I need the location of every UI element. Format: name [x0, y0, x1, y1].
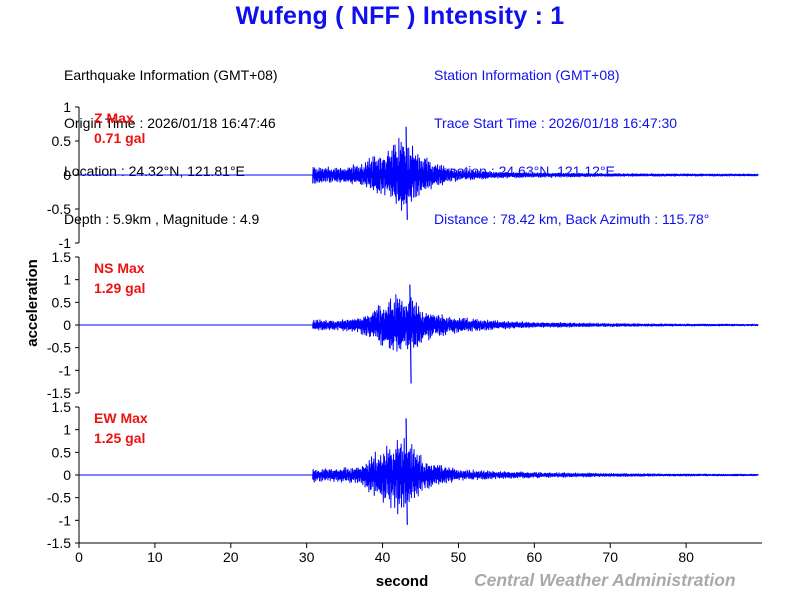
waveform-ew — [79, 437, 759, 515]
y-tick-label: 1 — [63, 422, 71, 438]
max-value-label: 1.25 gal — [94, 430, 145, 446]
y-tick-label: 1.5 — [52, 249, 72, 265]
y-tick-label: 1 — [63, 272, 71, 288]
y-tick-label: 0 — [63, 317, 71, 333]
x-tick-label: 60 — [527, 549, 543, 565]
trace-start-time: Trace Start Time : 2026/01/18 16:47:30 — [434, 115, 678, 131]
x-tick-label: 20 — [223, 549, 239, 565]
y-tick-label: 1.5 — [52, 399, 72, 415]
x-tick-label: 30 — [299, 549, 315, 565]
y-axis-label: acceleration — [24, 259, 41, 347]
y-tick-label: 0 — [63, 467, 71, 483]
y-tick-label: -1.5 — [47, 535, 71, 551]
x-tick-label: 50 — [451, 549, 467, 565]
y-tick-label: 0 — [63, 167, 71, 183]
peak-spike — [409, 284, 412, 384]
waveform-z — [79, 137, 759, 211]
y-tick-label: 0.5 — [52, 294, 72, 310]
y-tick-label: -1 — [59, 235, 72, 251]
component-label: EW Max — [94, 410, 148, 426]
y-tick-label: -1.5 — [47, 385, 71, 401]
earthquake-info-heading: Earthquake Information (GMT+08) — [64, 67, 278, 83]
peak-spike — [405, 126, 408, 220]
station-distance: Distance : 78.42 km, Back Azimuth : 115.… — [434, 211, 710, 227]
max-value-label: 0.71 gal — [94, 130, 145, 146]
chart-title: Wufeng ( NFF ) Intensity : 1 — [235, 2, 565, 30]
y-tick-label: 0.5 — [52, 133, 72, 149]
x-tick-label: 10 — [147, 549, 163, 565]
agency-footer: Central Weather Administration — [474, 570, 736, 590]
component-label: NS Max — [94, 260, 145, 276]
y-tick-label: 0.5 — [52, 444, 72, 460]
y-tick-label: -0.5 — [47, 201, 71, 217]
station-info-heading: Station Information (GMT+08) — [434, 67, 620, 83]
x-tick-label: 80 — [678, 549, 694, 565]
peak-spike — [405, 418, 408, 525]
depth-magnitude: Depth : 5.9km , Magnitude : 4.9 — [64, 211, 260, 227]
y-tick-label: -1 — [59, 362, 72, 378]
waveform-ns — [79, 294, 759, 352]
x-tick-label: 70 — [602, 549, 618, 565]
y-tick-label: -0.5 — [47, 340, 71, 356]
origin-time: Origin Time : 2026/01/18 16:47:46 — [64, 115, 276, 131]
max-value-label: 1.29 gal — [94, 280, 145, 296]
y-tick-label: -0.5 — [47, 490, 71, 506]
y-tick-label: 1 — [63, 99, 71, 115]
component-label: Z Max — [94, 110, 134, 126]
x-tick-label: 0 — [75, 549, 83, 565]
y-tick-label: -1 — [59, 512, 72, 528]
x-axis-label: second — [376, 573, 429, 590]
x-tick-label: 40 — [375, 549, 391, 565]
